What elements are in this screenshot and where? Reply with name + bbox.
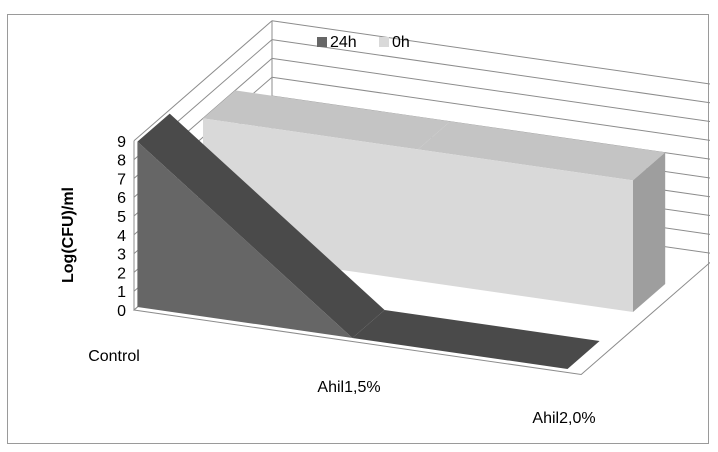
legend-label-0h: 0h — [392, 34, 410, 51]
gridline — [271, 20, 710, 85]
y-tick-label: 9 — [117, 134, 126, 151]
area-chart-3d: 0123456789Log(CFU)/mlControlAhil1,5%Ahil… — [60, 20, 710, 427]
series-24h-area — [137, 141, 568, 369]
x-category-label: Ahil1,5% — [317, 379, 380, 396]
y-tick-label: 6 — [117, 190, 126, 207]
gridline — [271, 39, 710, 104]
y-tick-label: 2 — [117, 265, 126, 282]
side-gridline — [133, 20, 273, 142]
series-0h-top-0 — [203, 90, 451, 150]
y-tick-label: 5 — [117, 209, 126, 226]
chart-frame: 0 1 2 3 4 5 6 7 8 9 Log(CFU)/ml Control Ahil1,5% Ahil… — [7, 14, 710, 444]
x-category-label: Ahil2,0% — [532, 410, 595, 427]
y-tick-label: 0 — [117, 303, 126, 320]
legend-swatch-24h — [317, 37, 327, 47]
gridline — [271, 76, 710, 141]
x-category-label: Control — [88, 348, 140, 365]
y-tick-label: 4 — [117, 228, 126, 245]
series-0h-side — [633, 152, 666, 312]
y-tick-label: 1 — [117, 284, 126, 301]
y-tick-label: 8 — [117, 153, 126, 170]
y-tick-label: 7 — [117, 171, 126, 188]
gridline — [271, 57, 710, 123]
y-axis-title: Log(CFU)/ml — [60, 187, 77, 283]
y-tick-label: 3 — [117, 247, 126, 264]
series-24h-top-1 — [352, 310, 600, 369]
legend-swatch-0h — [379, 37, 389, 47]
series-24h-top-0 — [137, 113, 385, 338]
legend-label-24h: 24h — [330, 34, 357, 51]
series-0h-top-1 — [418, 121, 666, 181]
